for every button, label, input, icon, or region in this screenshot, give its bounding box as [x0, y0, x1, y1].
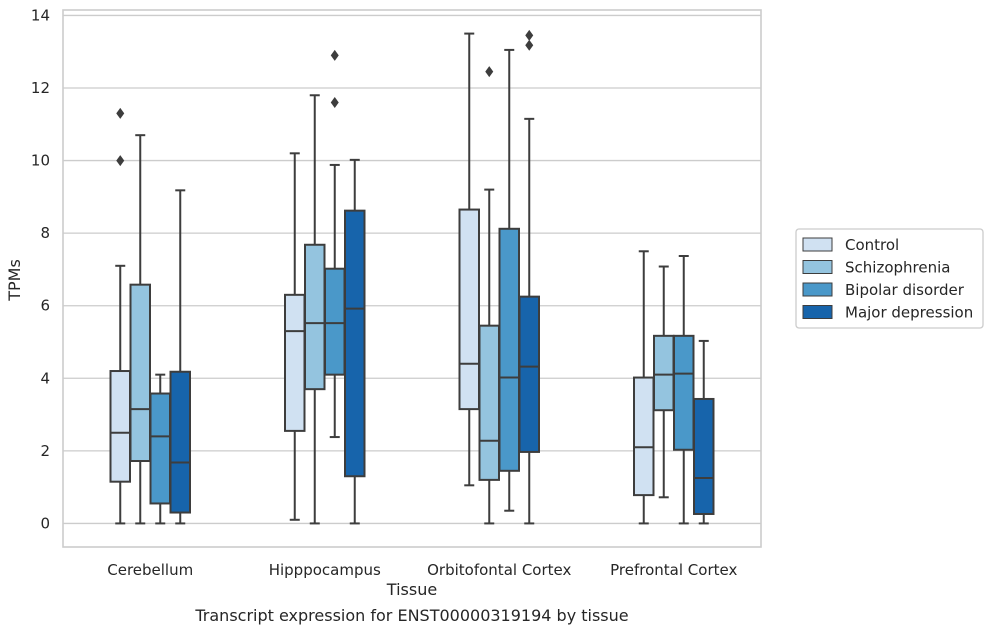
box-iqr — [344, 209, 366, 478]
box-iqr — [653, 334, 675, 412]
outlier-point — [525, 39, 534, 51]
box-iqr — [673, 334, 695, 451]
box-iqr — [284, 293, 306, 432]
box-schizophrenia — [304, 94, 326, 525]
outlier-point — [525, 29, 534, 41]
x-tick-label: Cerebellum — [107, 561, 193, 579]
box-control — [633, 250, 655, 525]
box-major-depression — [169, 189, 191, 525]
box-schizophrenia — [653, 265, 675, 499]
legend-swatch — [802, 305, 833, 319]
box-control — [109, 107, 131, 525]
chart-caption: Transcript expression for ENST0000031919… — [194, 606, 628, 625]
box-major-depression — [693, 339, 715, 525]
outlier-point — [116, 107, 125, 119]
outlier-point — [330, 49, 339, 61]
box-iqr — [633, 376, 655, 497]
box-bipolar-disorder — [498, 48, 520, 512]
legend-label: Bipolar disorder — [845, 281, 965, 299]
box-iqr — [304, 243, 326, 391]
outlier-point — [485, 66, 494, 78]
box-bipolar-disorder — [149, 373, 171, 525]
x-tick-label: Orbitofontal Cortex — [427, 561, 571, 579]
outlier-point — [116, 155, 125, 167]
box-iqr — [693, 397, 715, 515]
box-iqr — [498, 227, 520, 472]
box-iqr — [478, 324, 500, 481]
box-control — [284, 152, 306, 521]
y-tick-label: 0 — [40, 514, 50, 532]
y-tick-label: 10 — [31, 152, 50, 170]
box-major-depression — [518, 29, 540, 525]
box-schizophrenia — [478, 66, 500, 525]
box-iqr — [169, 370, 191, 514]
legend-frame — [795, 228, 984, 329]
y-tick-label: 8 — [40, 224, 50, 242]
y-tick-label: 2 — [40, 442, 50, 460]
x-tick-label: Hipppocampus — [269, 561, 381, 579]
outlier-point — [330, 97, 339, 109]
x-axis: Cerebellum Hipppocampus Orbitofontal Corte… — [107, 561, 737, 579]
y-tick-label: 4 — [40, 369, 50, 387]
y-tick-label: 12 — [31, 79, 50, 97]
plot-frame — [62, 9, 762, 548]
box-major-depression — [344, 158, 366, 525]
box-iqr — [518, 295, 540, 453]
box-iqr — [109, 370, 131, 483]
box-bipolar-disorder — [324, 49, 346, 439]
y-tick-label: 14 — [31, 6, 50, 24]
legend-label: Major depression — [845, 304, 973, 322]
legend-label: Control — [845, 236, 899, 254]
box-iqr — [458, 208, 480, 411]
legend-label: Schizophrenia — [845, 259, 950, 277]
box-iqr — [129, 283, 151, 463]
y-axis-label: TPMs — [5, 259, 24, 302]
x-tick-label: Prefrontal Cortex — [610, 561, 737, 579]
box-iqr — [149, 392, 171, 505]
box-bipolar-disorder — [673, 255, 695, 525]
boxes — [109, 29, 715, 525]
box-control — [458, 32, 480, 487]
legend: Control Schizophrenia Bipolar disorder Majo… — [795, 228, 984, 329]
x-axis-label: Tissue — [386, 580, 437, 599]
box-iqr — [324, 267, 346, 376]
y-axis: 0 2 4 6 8 10 12 14 — [31, 6, 50, 532]
legend-swatch — [802, 237, 833, 252]
legend-swatch — [802, 282, 833, 297]
y-tick-label: 6 — [40, 297, 50, 315]
legend-swatch — [802, 260, 833, 274]
box-schizophrenia — [129, 134, 151, 525]
